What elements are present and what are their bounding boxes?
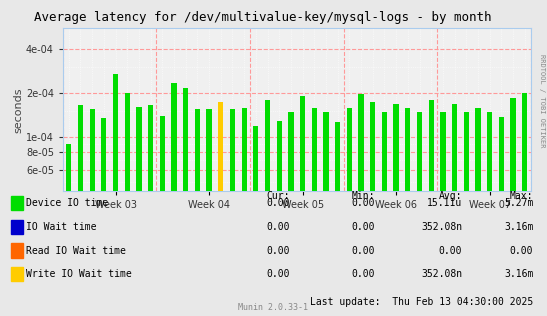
Bar — [288, 112, 294, 316]
Bar — [475, 108, 481, 316]
Bar — [78, 105, 83, 316]
Text: Average latency for /dev/multivalue-key/mysql-logs - by month: Average latency for /dev/multivalue-key/… — [34, 11, 491, 24]
Bar — [323, 112, 329, 316]
Y-axis label: seconds: seconds — [13, 87, 23, 132]
Bar — [113, 74, 118, 316]
Bar — [136, 107, 142, 316]
Bar — [183, 88, 188, 316]
Text: Avg:: Avg: — [439, 191, 462, 201]
Bar — [66, 144, 71, 316]
Bar — [405, 108, 410, 316]
Text: IO Wait time: IO Wait time — [26, 222, 97, 232]
Bar — [440, 112, 445, 316]
Text: 0.00: 0.00 — [351, 222, 375, 232]
Text: Last update:  Thu Feb 13 04:30:00 2025: Last update: Thu Feb 13 04:30:00 2025 — [310, 297, 533, 307]
Bar — [171, 83, 177, 316]
Bar — [300, 96, 305, 316]
Text: 5.27m: 5.27m — [504, 198, 533, 208]
Text: 0.00: 0.00 — [351, 198, 375, 208]
Bar — [429, 100, 434, 316]
Text: Read IO Wait time: Read IO Wait time — [26, 246, 126, 256]
Text: Device IO time: Device IO time — [26, 198, 108, 208]
Bar — [358, 94, 364, 316]
Text: Max:: Max: — [510, 191, 533, 201]
Bar — [230, 109, 235, 316]
Bar — [195, 109, 200, 316]
Bar — [487, 112, 492, 316]
Bar — [242, 108, 247, 316]
Text: 0.00: 0.00 — [266, 246, 290, 256]
Text: 352.08n: 352.08n — [421, 269, 462, 279]
Text: 0.00: 0.00 — [266, 269, 290, 279]
Text: Munin 2.0.33-1: Munin 2.0.33-1 — [238, 303, 309, 312]
Text: 15.11u: 15.11u — [427, 198, 462, 208]
Bar — [370, 101, 375, 316]
Bar — [312, 108, 317, 316]
Bar — [499, 117, 504, 316]
Text: 0.00: 0.00 — [266, 198, 290, 208]
Bar — [382, 112, 387, 316]
Bar — [125, 93, 130, 316]
Bar — [160, 116, 165, 316]
Bar — [206, 109, 212, 316]
Text: 352.08n: 352.08n — [421, 222, 462, 232]
Bar — [417, 112, 422, 316]
Bar — [347, 108, 352, 316]
Text: Cur:: Cur: — [266, 191, 290, 201]
Text: 0.00: 0.00 — [351, 269, 375, 279]
Bar — [393, 104, 399, 316]
Bar — [148, 105, 153, 316]
Text: Min:: Min: — [351, 191, 375, 201]
Bar — [277, 120, 282, 316]
Bar — [464, 112, 469, 316]
Bar — [522, 93, 527, 316]
Text: 0.00: 0.00 — [439, 246, 462, 256]
Text: RRDTOOL / TOBI OETIKER: RRDTOOL / TOBI OETIKER — [539, 54, 545, 148]
Text: 3.16m: 3.16m — [504, 269, 533, 279]
Bar — [335, 122, 340, 316]
Text: 3.16m: 3.16m — [504, 222, 533, 232]
Bar — [510, 98, 516, 316]
Bar — [90, 109, 95, 316]
Text: 0.00: 0.00 — [351, 246, 375, 256]
Bar — [218, 101, 223, 316]
Bar — [452, 104, 457, 316]
Text: 0.00: 0.00 — [266, 222, 290, 232]
Bar — [265, 100, 270, 316]
Text: 0.00: 0.00 — [510, 246, 533, 256]
Bar — [253, 126, 258, 316]
Text: Write IO Wait time: Write IO Wait time — [26, 269, 132, 279]
Bar — [101, 118, 107, 316]
